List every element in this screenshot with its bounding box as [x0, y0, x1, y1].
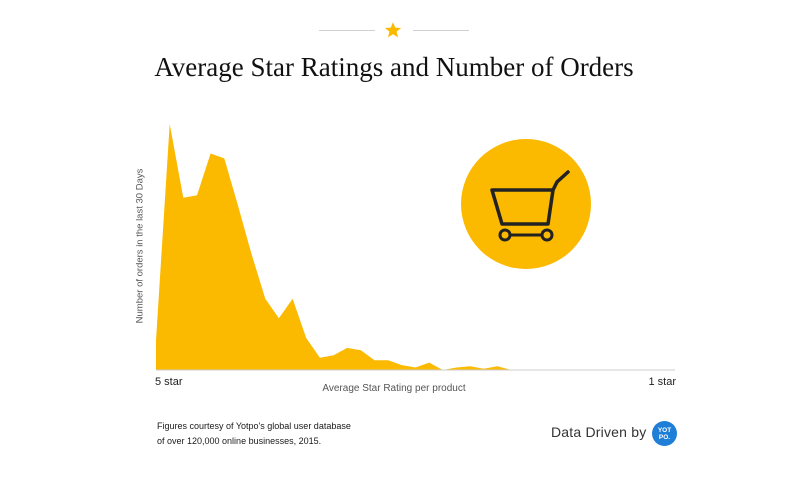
decor-line-left: [319, 30, 375, 31]
x-axis-label: Average Star Rating per product: [322, 383, 466, 394]
x-tick-label-5-star: 5 star: [155, 376, 183, 388]
credit-line-2: of over 120,000 online businesses, 2015.: [157, 436, 322, 446]
credit-line-1: Figures courtesy of Yotpo's global user …: [157, 421, 351, 431]
y-axis-label: Number of orders in the last 30 Days: [134, 168, 146, 324]
x-tick-label-1-star: 1 star: [648, 376, 676, 388]
yotpo-logo: YOT PO.: [652, 421, 677, 446]
decor-line-right: [413, 30, 469, 31]
source-credit: Figures courtesy of Yotpo's global user …: [157, 419, 397, 449]
shopping-cart-icon: [461, 139, 591, 269]
chart-title: Average Star Ratings and Number of Order…: [154, 52, 634, 82]
brand-text: Data Driven by: [551, 424, 647, 440]
star-icon: [384, 22, 402, 38]
chart-area-series: [156, 124, 675, 370]
